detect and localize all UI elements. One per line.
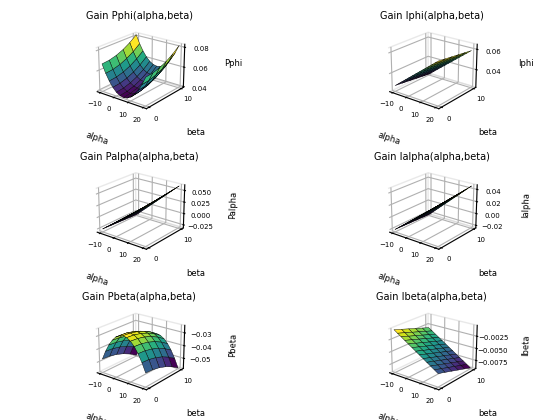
X-axis label: alpha: alpha [377,412,402,420]
Y-axis label: beta: beta [479,128,498,137]
Title: Gain Ibeta(alpha,beta): Gain Ibeta(alpha,beta) [376,292,487,302]
Title: Gain Pbeta(alpha,beta): Gain Pbeta(alpha,beta) [82,292,197,302]
X-axis label: alpha: alpha [84,131,109,147]
Title: Gain Pphi(alpha,beta): Gain Pphi(alpha,beta) [86,11,193,21]
X-axis label: alpha: alpha [84,412,109,420]
X-axis label: alpha: alpha [377,131,402,147]
X-axis label: alpha: alpha [84,271,109,287]
Title: Gain Ialpha(alpha,beta): Gain Ialpha(alpha,beta) [374,152,490,162]
Title: Gain Iphi(alpha,beta): Gain Iphi(alpha,beta) [380,11,484,21]
Y-axis label: beta: beta [479,269,498,278]
Y-axis label: beta: beta [186,410,205,418]
X-axis label: alpha: alpha [377,271,402,287]
Title: Gain Palpha(alpha,beta): Gain Palpha(alpha,beta) [80,152,199,162]
Y-axis label: beta: beta [186,269,205,278]
Y-axis label: beta: beta [186,128,205,137]
Y-axis label: beta: beta [479,410,498,418]
